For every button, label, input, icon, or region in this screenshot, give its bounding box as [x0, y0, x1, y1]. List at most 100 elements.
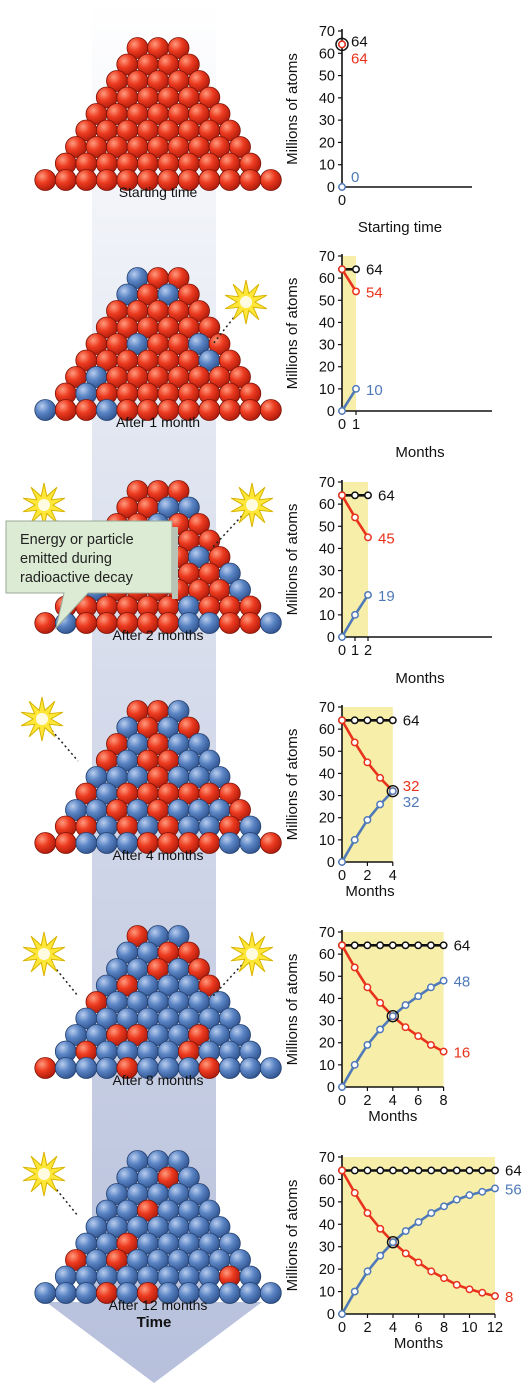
elapsed-time-highlight — [342, 256, 356, 411]
y-tick-label: 60 — [319, 1172, 335, 1188]
daughter-atom — [259, 1057, 282, 1079]
daughter-series — [338, 384, 360, 415]
x-tick-label: 8 — [440, 1093, 448, 1109]
total-series-point — [465, 1166, 474, 1175]
daughter-series-point — [452, 1195, 461, 1204]
parent-atom — [54, 832, 77, 854]
daughter-series-line — [340, 388, 358, 412]
y-tick-label: 10 — [319, 1058, 335, 1074]
parent-series-point — [427, 1267, 436, 1276]
parent-series-point — [426, 1040, 435, 1049]
daughter-series-point — [426, 983, 435, 992]
daughter-series-point — [376, 800, 385, 809]
x-axis-label: Starting time — [358, 219, 442, 236]
y-axis-label: Millions of atoms — [284, 729, 301, 841]
daughter-series-point — [350, 1060, 359, 1069]
y-tick-label: 10 — [319, 608, 335, 624]
y-tick-label: 20 — [319, 1262, 335, 1278]
y-tick-label: 30 — [319, 789, 335, 805]
parent-end-label: 8 — [505, 1289, 513, 1306]
daughter-series-point — [491, 1184, 499, 1193]
x-axis-label: Months — [395, 444, 444, 461]
daughter-atom — [239, 1282, 262, 1304]
total-series-point — [350, 941, 359, 950]
stage-caption: After 8 months — [112, 1072, 203, 1088]
y-tick-label: 20 — [319, 811, 335, 827]
total-series-point — [426, 941, 435, 950]
x-tick-label: 0 — [338, 193, 346, 209]
parent-atom — [167, 480, 190, 502]
x-tick-label: 10 — [461, 1320, 477, 1336]
parent-atom — [229, 799, 251, 821]
x-tick-label: 6 — [414, 1093, 422, 1109]
daughter-atom — [167, 925, 190, 947]
daughter-series-point — [352, 384, 360, 393]
total-series-point — [491, 1166, 499, 1175]
daughter-atom — [208, 1216, 231, 1238]
decay-starburst-icon — [22, 931, 66, 977]
parent-series-point — [376, 998, 385, 1007]
x-tick-label: 1 — [352, 417, 360, 433]
daughter-series-point — [388, 1012, 397, 1021]
total-series — [338, 941, 448, 950]
y-tick-label: 0 — [327, 404, 335, 420]
total-series-point — [363, 941, 372, 950]
daughter-series-point — [376, 1025, 385, 1034]
y-tick-label: 70 — [319, 24, 335, 40]
parent-series-point — [350, 1188, 359, 1197]
y-tick-label: 50 — [319, 1195, 335, 1211]
total-end-label: 64 — [454, 937, 471, 954]
y-axis-label: Millions of atoms — [284, 278, 301, 390]
total-series-point — [350, 1166, 359, 1175]
parent-atom — [177, 53, 200, 76]
daughter-series-point — [363, 1267, 372, 1276]
daughter-atom — [208, 766, 231, 788]
parent-atom — [229, 366, 251, 388]
parent-series-point — [414, 1032, 423, 1041]
y-tick-label: 50 — [319, 293, 335, 309]
y-axis-label: Millions of atoms — [284, 53, 301, 165]
stage-caption: After 4 months — [112, 847, 203, 863]
daughter-atom — [218, 1282, 241, 1304]
parent-atom — [198, 86, 221, 109]
parent-series-point — [401, 1023, 410, 1032]
stage-5: After 12 months — [22, 1150, 282, 1313]
callout-line-1: Energy or particle — [20, 532, 134, 548]
total-series-point — [364, 491, 372, 500]
y-tick-label: 0 — [327, 1080, 335, 1096]
parent-atom — [259, 832, 282, 854]
daughter-atom — [75, 1057, 98, 1079]
daughter-series-point — [338, 1083, 346, 1091]
total-series-point — [351, 491, 359, 500]
parent-atom — [75, 169, 98, 191]
half-life-marker — [386, 1009, 399, 1023]
daughter-series-point — [414, 1218, 423, 1226]
x-tick-label: 0 — [338, 1320, 346, 1336]
daughter-atom — [54, 1057, 77, 1079]
half-life-marker — [386, 784, 399, 798]
parent-series-point — [478, 1288, 487, 1297]
daughter-series-point — [364, 590, 372, 599]
x-axis-label: Months — [368, 1108, 417, 1125]
daughter-series-point — [350, 1287, 359, 1296]
decay-chart-0: 0 10 20 30 40 50 60 70 0 Millions of atoms Startin… — [284, 24, 472, 236]
elapsed-time-highlight — [342, 932, 444, 1087]
stage-3: After 4 months — [20, 696, 282, 863]
parent-atom — [218, 169, 241, 191]
decay-starburst-icon — [22, 482, 66, 528]
daughter-end-label: 32 — [403, 794, 420, 811]
parent-atom — [208, 546, 231, 568]
stage-4: After 8 months — [22, 925, 282, 1088]
stage-caption: After 12 months — [109, 1297, 208, 1313]
y-tick-label: 50 — [319, 519, 335, 535]
parent-series-point — [440, 1274, 448, 1283]
parent-series-point — [351, 513, 359, 522]
x-tick-label: 6 — [414, 1320, 422, 1336]
parent-atom — [198, 399, 221, 421]
parent-atom — [177, 283, 200, 306]
total-series-point — [376, 716, 385, 725]
daughter-atom — [229, 1024, 251, 1046]
decay-starburst-icon — [22, 1151, 66, 1197]
parent-atom — [218, 612, 241, 634]
